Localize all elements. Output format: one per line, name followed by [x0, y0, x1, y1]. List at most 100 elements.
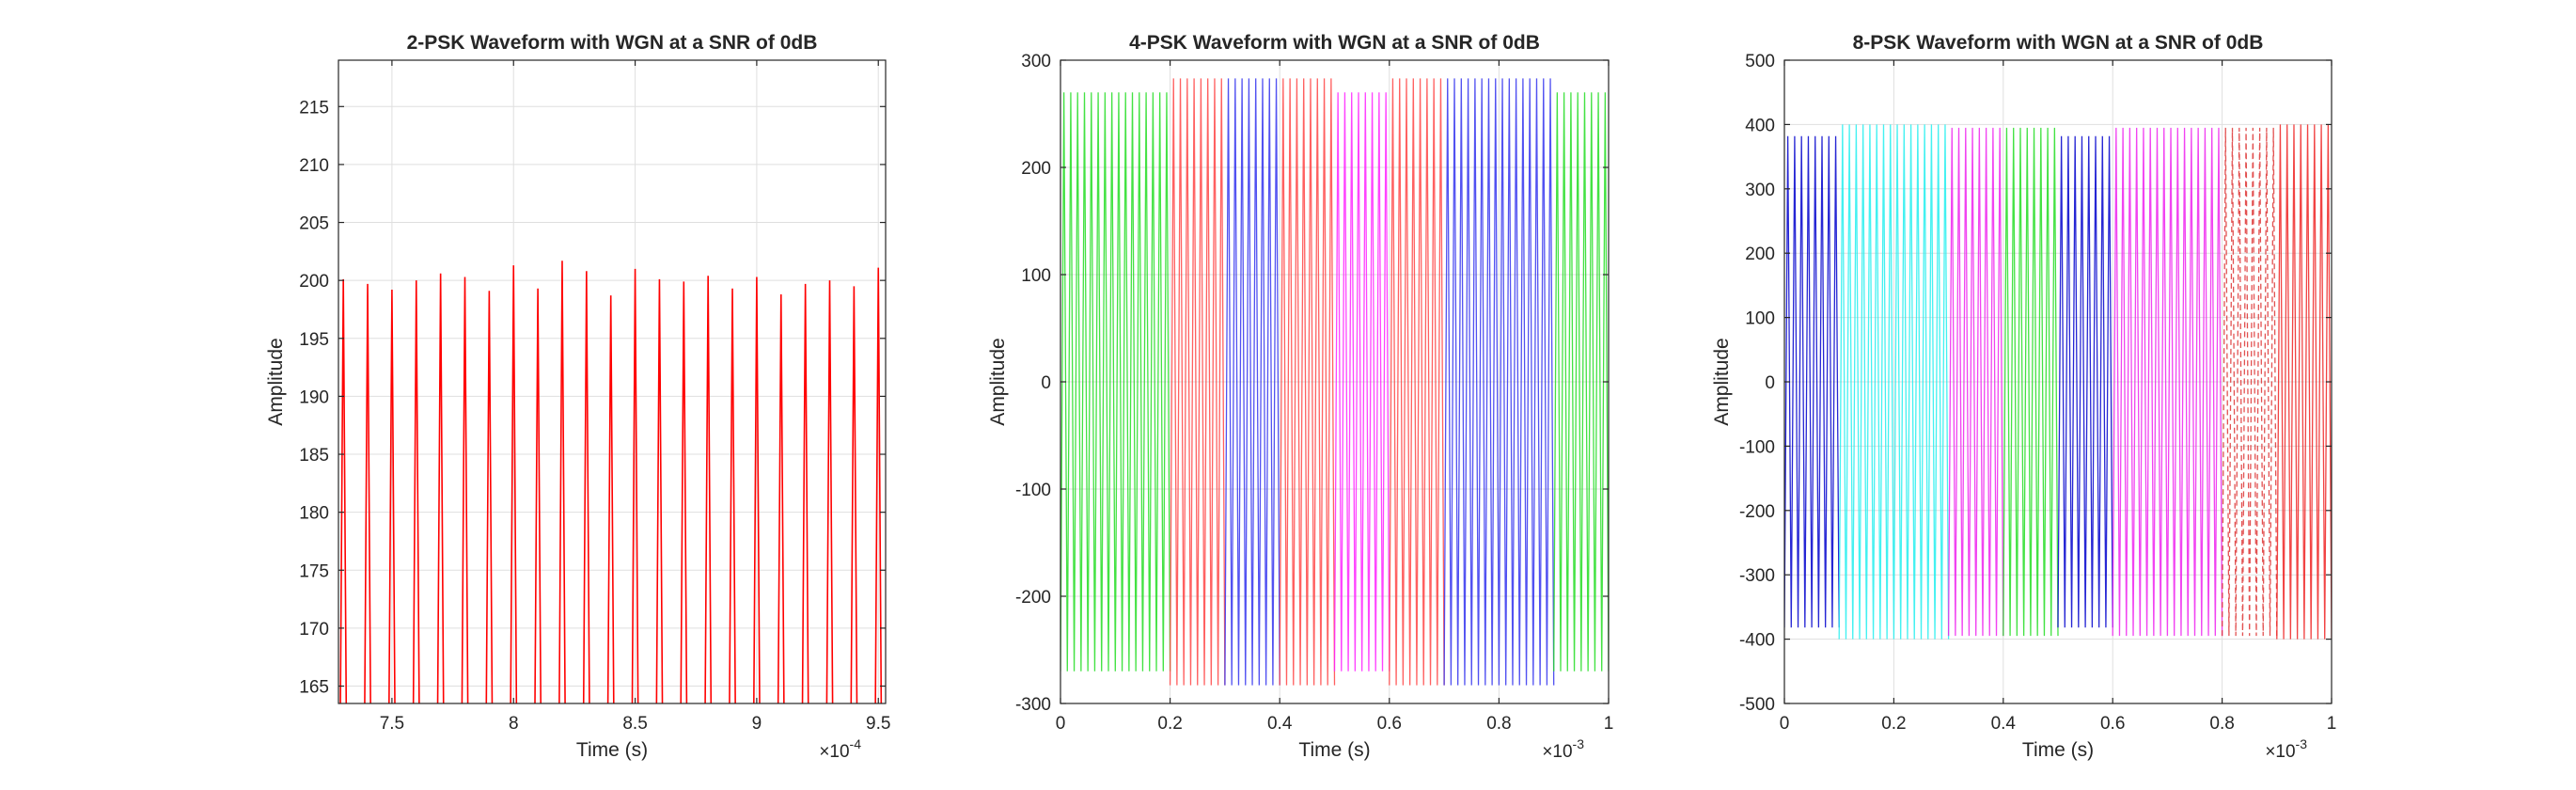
x-tick-label: 0.4 [1267, 714, 1293, 734]
x-exponent-power: -4 [850, 736, 862, 751]
wave-segment-5 [1333, 92, 1390, 672]
y-axis-label: Amplitude [1711, 338, 1733, 425]
x-tick-label: 1 [2327, 714, 2337, 734]
y-tick-label: 300 [1745, 181, 1775, 200]
x-tick-label: 8 [509, 714, 519, 734]
chart-title: 8-PSK Waveform with WGN at a SNR of 0dB [1853, 32, 2264, 54]
x-tick-label: 9 [752, 714, 762, 734]
chart-1: 7.5 8 8.5 9 9.5 165 170 175 180 185 190 195 200 205 21… [265, 32, 890, 762]
y-tick-label: -100 [1015, 481, 1051, 500]
wave-segment-8 [1553, 92, 1609, 672]
y-tick-label: 200 [1745, 245, 1775, 264]
y-tick-label: 195 [299, 330, 329, 350]
x-exponent-power: -3 [1573, 736, 1585, 751]
x-tick-label: 9.5 [866, 714, 890, 734]
wave-spike [461, 276, 469, 703]
wave-spike [582, 271, 590, 703]
x-tick-label: 7.5 [380, 714, 404, 734]
y-axis-label: Amplitude [265, 338, 287, 425]
x-tick-label: 0.2 [1157, 714, 1182, 734]
x-tick-label: 0.8 [2209, 714, 2234, 734]
y-tick-label: 185 [299, 446, 329, 466]
y-tick-label: -200 [1015, 588, 1051, 608]
y-tick-label: 300 [1021, 52, 1051, 71]
wave-spike [339, 278, 348, 703]
chart-3: 0 0.2 0.4 0.6 0.8 1 -500 -400 -300 -200 -100 0 100 20… [1711, 32, 2336, 762]
wave-spike [485, 291, 494, 703]
y-tick-label: 215 [299, 98, 329, 118]
wave-spike [631, 268, 639, 703]
x-exponent-power: -3 [2296, 736, 2308, 751]
wave-segment-6 [1389, 78, 1445, 686]
wave-spike [680, 281, 688, 703]
wave-spike [412, 280, 420, 703]
wave-segment-2 [1838, 124, 1950, 640]
wave-spike [874, 267, 883, 703]
x-tick-label: 0.2 [1881, 714, 1906, 734]
wave-spike [801, 283, 809, 703]
y-axis-label: Amplitude [987, 338, 1009, 425]
wave-spike [436, 273, 445, 703]
wave-segment-3 [1947, 127, 2004, 637]
wave-segment-6 [2112, 127, 2223, 637]
axes-box [338, 59, 887, 704]
x-axis-label: Time (s) [576, 739, 648, 761]
wave-spike [825, 280, 834, 703]
wave-segment-4 [2003, 127, 2059, 637]
y-tick-label: 100 [1745, 309, 1775, 329]
x-exponent-label: ×10-3 [1542, 736, 1584, 762]
wave-segment-4 [1279, 78, 1336, 686]
y-tick-label: -500 [1739, 695, 1775, 715]
x-tick-label: 0 [1056, 714, 1066, 734]
wave-spike [753, 276, 761, 703]
x-tick-label: 0 [1780, 714, 1790, 734]
y-tick-label: 205 [299, 214, 329, 234]
y-tick-label: 200 [1021, 159, 1051, 179]
wave-spike [364, 283, 371, 703]
wave-spike [777, 293, 785, 703]
y-tick-label: 0 [1765, 373, 1775, 393]
y-tick-label: 180 [299, 504, 329, 524]
wave-segment-1 [1784, 135, 1840, 628]
y-tick-label: 100 [1021, 266, 1051, 286]
y-tick-label: 500 [1745, 52, 1775, 71]
wave-segment-7 [1443, 78, 1555, 686]
wave-segment-3 [1224, 78, 1280, 686]
wave-spike [606, 295, 615, 703]
x-tick-label: 1 [1604, 714, 1614, 734]
x-tick-label: 0.8 [1486, 714, 1511, 734]
wave-spike [704, 276, 713, 703]
plot-lines [1784, 124, 2332, 640]
x-axis-label: Time (s) [1298, 739, 1370, 761]
y-tick-label: 190 [299, 387, 329, 407]
wave-spike [655, 278, 664, 703]
wave-spike [558, 261, 566, 703]
wave-spike [850, 286, 858, 703]
wave-spike [510, 265, 518, 703]
chart-title: 4-PSK Waveform with WGN at a SNR of 0dB [1129, 32, 1540, 54]
y-tick-label: 200 [299, 272, 329, 292]
y-tick-label: 0 [1041, 373, 1051, 393]
wave-spike [729, 288, 736, 703]
x-tick-label: 0.4 [1991, 714, 2017, 734]
x-tick-label: 0.6 [2100, 714, 2125, 734]
wave-spike [388, 290, 396, 703]
chart-title: 2-PSK Waveform with WGN at a SNR of 0dB [407, 32, 818, 54]
wave-segment-5 [2057, 135, 2113, 628]
x-tick-label: 8.5 [622, 714, 647, 734]
y-tick-label: 165 [299, 678, 329, 698]
plot-lines [339, 261, 883, 703]
y-tick-label: -300 [1015, 695, 1051, 715]
y-tick-label: 170 [299, 620, 329, 640]
wave-segment-1 [1060, 92, 1171, 672]
chart-2: 0 0.2 0.4 0.6 0.8 1 -300 -200 -100 0 100 200 300 4-PS… [987, 32, 1613, 762]
y-tick-label: 400 [1745, 116, 1775, 135]
y-tick-label: 210 [299, 156, 329, 176]
y-tick-label: -200 [1739, 502, 1775, 522]
y-tick-label: 175 [299, 561, 329, 581]
plot-lines [1060, 78, 1609, 686]
x-tick-label: 0.6 [1377, 714, 1402, 734]
wave-spike [534, 288, 542, 703]
y-tick-label: -300 [1739, 566, 1775, 586]
